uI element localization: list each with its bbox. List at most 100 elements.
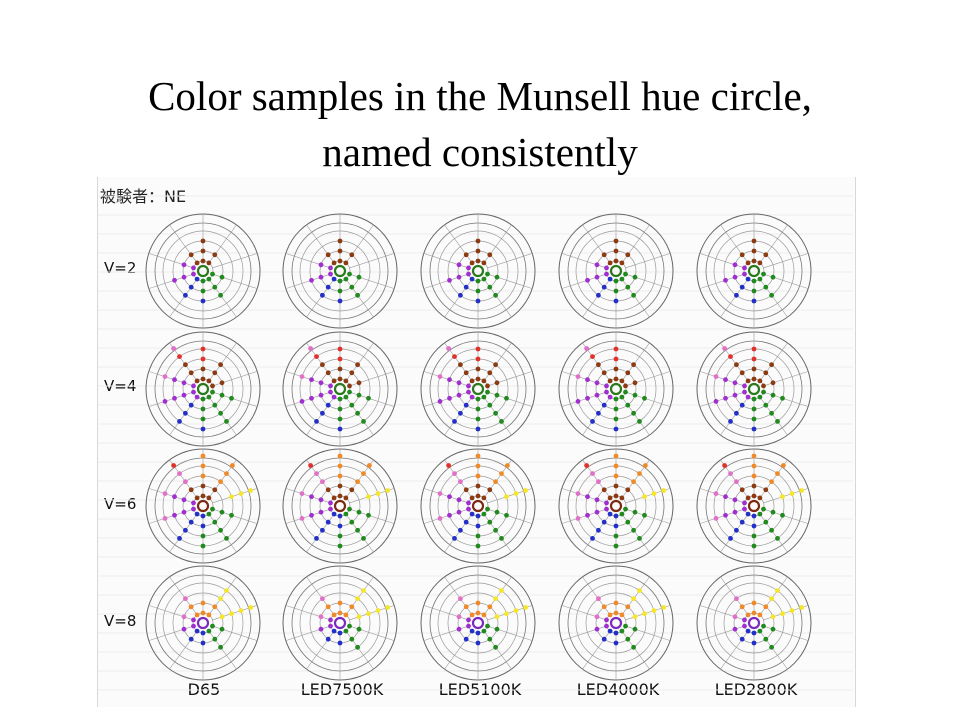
sample-point-pink: [171, 346, 177, 351]
sample-point-green: [349, 402, 355, 408]
sample-point-green: [347, 506, 352, 512]
sample-point-green: [366, 395, 371, 401]
sample-point-green: [356, 509, 362, 515]
sample-point-blue: [325, 284, 331, 290]
sample-point-blue: [601, 636, 607, 642]
sample-point-green: [212, 636, 218, 642]
sample-point-orange: [613, 473, 619, 479]
sample-point-blue: [337, 298, 343, 304]
sample-point-green: [751, 288, 757, 294]
sample-point-blue: [596, 527, 601, 533]
sample-point-blue: [751, 523, 757, 529]
sample-point-green: [210, 623, 215, 629]
sample-point-red: [200, 346, 206, 352]
sample-point-brown: [200, 376, 206, 382]
sample-point-blue: [458, 292, 463, 298]
sample-point-brown: [607, 378, 613, 384]
sample-point-purple: [604, 383, 609, 389]
sample-point-green: [493, 292, 498, 298]
sample-point-purple: [447, 395, 452, 401]
sample-point-green: [475, 406, 481, 412]
hue-circle-V=8-LED4000K: [558, 565, 674, 681]
sample-point-yellow: [523, 488, 528, 493]
sample-point-green: [337, 406, 343, 412]
sample-point-purple: [299, 399, 305, 404]
sample-point-green: [219, 626, 225, 632]
sample-point-green: [349, 519, 355, 525]
sample-point-purple: [181, 509, 187, 515]
sample-point-yellow: [661, 605, 666, 610]
sample-point-purple: [594, 380, 600, 386]
sample-point-green: [485, 506, 490, 512]
sample-point-purple: [162, 399, 168, 404]
sample-point-red: [446, 463, 451, 468]
sample-point-brown: [631, 362, 636, 368]
sample-point-green: [642, 512, 647, 518]
sample-point-blue: [613, 640, 619, 646]
sample-point-purple: [742, 265, 747, 271]
sample-point-pink: [437, 374, 443, 379]
sample-point-purple: [447, 512, 452, 518]
sample-point-yellow: [229, 494, 234, 500]
sample-point-orange: [463, 604, 469, 610]
sample-point-red: [200, 356, 206, 362]
sample-point-blue: [745, 276, 751, 282]
sample-point-blue: [751, 640, 757, 646]
sample-point-purple: [191, 617, 196, 623]
sample-point-brown: [463, 370, 469, 376]
sample-point-brown: [751, 248, 757, 254]
sample-point-yellow: [218, 596, 224, 602]
sample-point-brown: [331, 495, 337, 501]
sample-point-blue: [739, 636, 745, 642]
sample-point-green: [337, 278, 343, 284]
sample-point-brown: [613, 376, 619, 382]
sample-point-blue: [596, 410, 601, 416]
sample-point-green: [632, 509, 638, 515]
sample-point-blue: [728, 536, 733, 541]
sample-point-yellow: [661, 488, 666, 493]
sample-point-blue: [194, 628, 200, 634]
sample-point-green: [224, 536, 229, 541]
sample-point-brown: [218, 362, 224, 368]
sample-point-purple: [456, 509, 462, 515]
sample-point-purple: [742, 271, 747, 277]
sample-point-pink: [458, 479, 463, 485]
sample-point-brown: [625, 370, 631, 376]
sample-point-yellow: [504, 611, 509, 617]
sample-point-yellow: [631, 596, 636, 602]
sample-point-blue: [200, 426, 206, 432]
sample-point-blue: [590, 419, 595, 424]
sample-point-brown: [200, 483, 206, 489]
sample-point-red: [613, 346, 619, 352]
sample-point-orange: [475, 453, 481, 459]
sample-point-blue: [200, 640, 206, 646]
sample-point-brown: [751, 366, 757, 372]
sample-point-brown: [625, 487, 631, 493]
sample-point-yellow: [789, 608, 795, 613]
sample-point-green: [481, 511, 487, 517]
sample-point-purple: [447, 277, 452, 283]
row-label-v8: V=8: [104, 612, 137, 630]
sample-point-purple: [191, 389, 196, 395]
sample-point-brown: [337, 493, 343, 499]
sample-point-yellow: [642, 611, 647, 617]
center-mark: [609, 264, 623, 278]
sample-point-green: [487, 636, 493, 642]
sample-point-purple: [732, 497, 738, 503]
sample-point-brown: [349, 252, 355, 258]
sample-point-brown: [475, 258, 481, 264]
sample-point-orange: [206, 612, 212, 618]
sample-point-yellow: [238, 608, 244, 613]
sample-point-yellow: [238, 491, 244, 496]
sample-point-pink: [314, 471, 319, 476]
sample-point-green: [481, 628, 487, 634]
sample-point-purple: [466, 389, 471, 395]
sample-point-pink: [318, 614, 324, 620]
sample-point-purple: [318, 626, 324, 632]
sample-point-pink: [320, 596, 325, 602]
sample-point-brown: [745, 260, 751, 266]
sample-point-green: [355, 292, 360, 298]
sample-point-green: [343, 628, 349, 634]
sample-point-brown: [200, 238, 206, 244]
